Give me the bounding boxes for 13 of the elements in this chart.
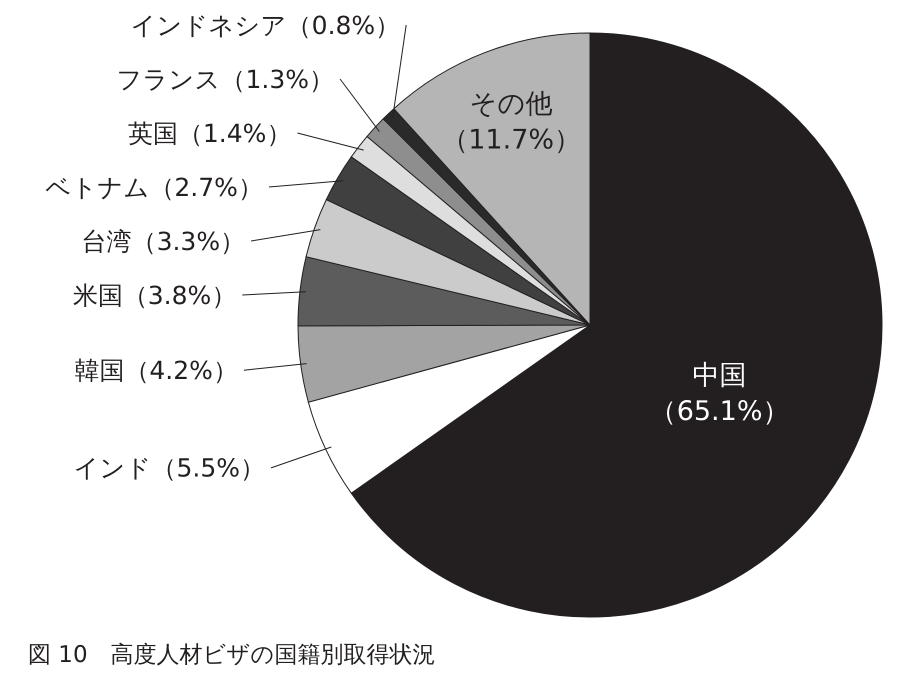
slice-label: インドネシア（0.8%） [130,10,400,40]
slice-label: フランス（1.3%） [116,64,334,94]
slice-label: ベトナム（2.7%） [45,172,263,202]
slice-label: その他 [470,88,553,120]
slice-label: 中国 [692,360,747,392]
slice-label: 米国（3.8%） [72,280,236,310]
slice-label: 韓国（4.2%） [74,356,238,385]
slice-label: 台湾（3.3%） [82,226,246,256]
slice-label: インド（5.5%） [74,454,266,483]
data-label: （11.7%） [441,124,582,156]
data-label: （65.1%） [650,396,790,428]
slice-label: 英国（1.4%） [128,118,292,148]
text: 図 10 高度人材ビザの国籍別取得状況 [28,642,436,668]
